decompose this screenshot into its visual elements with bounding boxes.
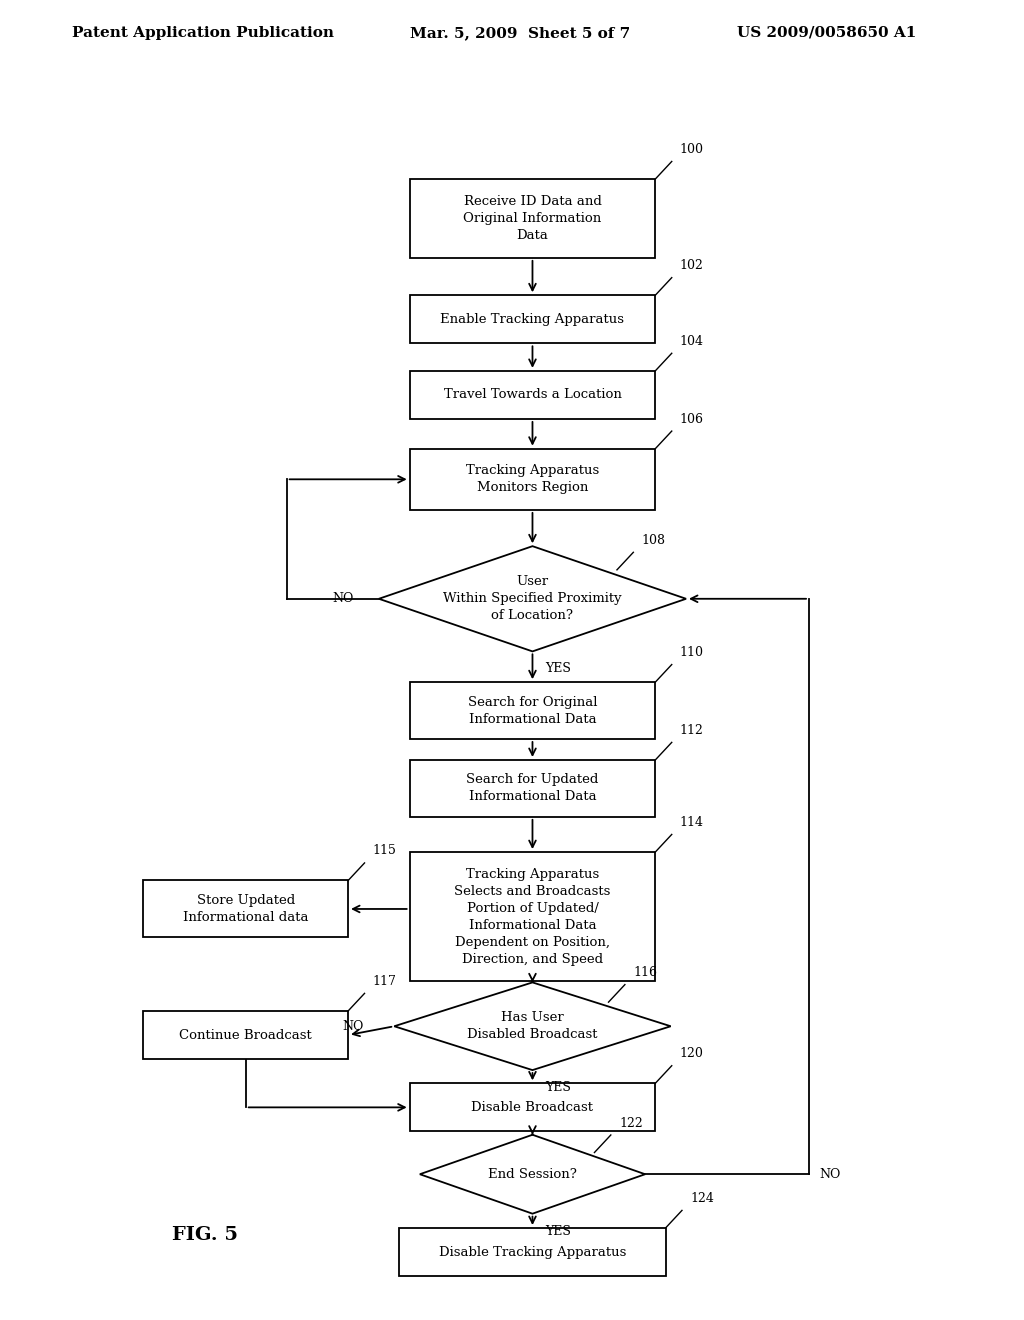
Text: YES: YES [545, 663, 570, 676]
Text: Tracking Apparatus
Monitors Region: Tracking Apparatus Monitors Region [466, 465, 599, 494]
Text: Receive ID Data and
Original Information
Data: Receive ID Data and Original Information… [463, 195, 602, 242]
Text: US 2009/0058650 A1: US 2009/0058650 A1 [737, 26, 916, 40]
Bar [410, 1084, 655, 1131]
Bar [410, 180, 655, 257]
Bar [410, 682, 655, 739]
Bar [410, 371, 655, 418]
Text: 122: 122 [618, 1117, 643, 1130]
Text: 116: 116 [633, 966, 657, 979]
Text: YES: YES [545, 1081, 570, 1094]
Text: 124: 124 [690, 1192, 714, 1205]
Text: NO: NO [819, 1168, 841, 1180]
Text: Tracking Apparatus
Selects and Broadcasts
Portion of Updated/
Informational Data: Tracking Apparatus Selects and Broadcast… [455, 867, 610, 966]
Text: 104: 104 [680, 335, 703, 347]
Text: NO: NO [342, 1020, 364, 1032]
Text: Mar. 5, 2009  Sheet 5 of 7: Mar. 5, 2009 Sheet 5 of 7 [410, 26, 630, 40]
Text: Patent Application Publication: Patent Application Publication [72, 26, 334, 40]
Text: Enable Tracking Apparatus: Enable Tracking Apparatus [440, 313, 625, 326]
Text: 114: 114 [680, 816, 703, 829]
Text: 108: 108 [641, 533, 666, 546]
Text: 100: 100 [680, 143, 703, 156]
Text: User
Within Specified Proximity
of Location?: User Within Specified Proximity of Locat… [443, 576, 622, 622]
Bar [410, 296, 655, 343]
Text: 102: 102 [680, 259, 703, 272]
Text: NO: NO [332, 593, 353, 606]
Bar [410, 760, 655, 817]
Text: Continue Broadcast: Continue Broadcast [179, 1028, 312, 1041]
Text: FIG. 5: FIG. 5 [172, 1225, 238, 1243]
Bar [410, 449, 655, 510]
Text: 110: 110 [680, 645, 703, 659]
Bar [399, 1228, 666, 1276]
Polygon shape [379, 546, 686, 651]
Text: Disable Broadcast: Disable Broadcast [471, 1101, 594, 1114]
Text: 115: 115 [373, 845, 396, 858]
Text: Travel Towards a Location: Travel Towards a Location [443, 388, 622, 401]
Polygon shape [420, 1135, 645, 1213]
Text: Search for Original
Informational Data: Search for Original Informational Data [468, 696, 597, 726]
Text: Has User
Disabled Broadcast: Has User Disabled Broadcast [467, 1011, 598, 1041]
Text: 112: 112 [680, 723, 703, 737]
Text: Store Updated
Informational data: Store Updated Informational data [183, 894, 308, 924]
Bar [410, 851, 655, 981]
Text: 106: 106 [680, 413, 703, 425]
Text: Disable Tracking Apparatus: Disable Tracking Apparatus [439, 1246, 626, 1258]
Text: 117: 117 [373, 975, 396, 987]
Bar [143, 880, 348, 937]
Text: Search for Updated
Informational Data: Search for Updated Informational Data [466, 774, 599, 804]
Text: 120: 120 [680, 1047, 703, 1060]
Polygon shape [394, 982, 671, 1071]
Text: End Session?: End Session? [488, 1168, 577, 1180]
Bar [143, 1011, 348, 1059]
Text: YES: YES [545, 1225, 570, 1238]
